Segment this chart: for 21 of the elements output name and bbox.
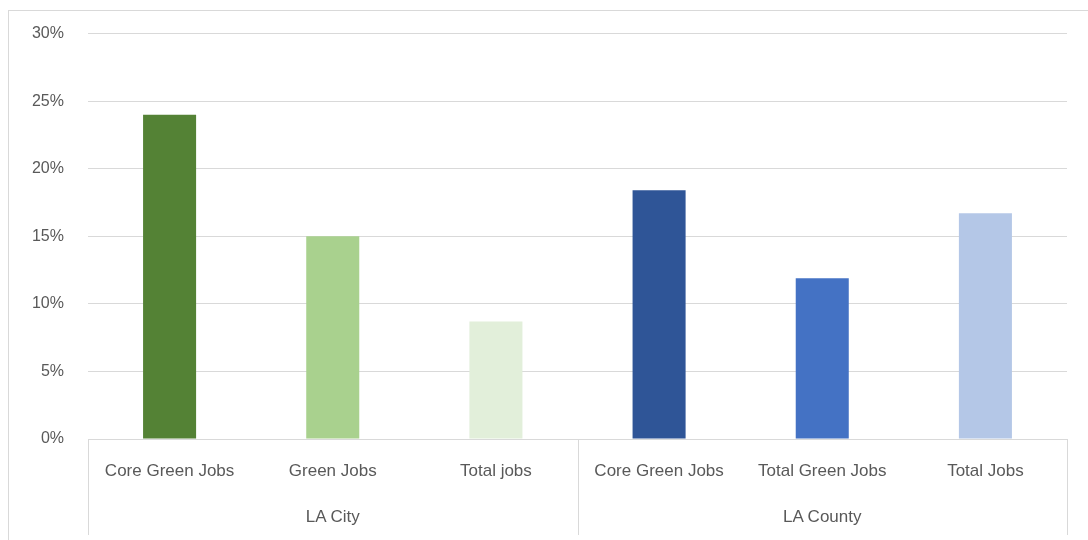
bar <box>958 213 1012 439</box>
y-tick-label: 10% <box>31 294 64 312</box>
x-tick-label: Green Jobs <box>288 460 377 480</box>
y-tick-label: 15% <box>31 226 64 244</box>
x-tick-label: Core Green Jobs <box>104 460 235 480</box>
bar <box>469 321 523 439</box>
x-tick-label: Core Green Jobs <box>594 460 724 480</box>
y-tick-label: 20% <box>31 159 64 177</box>
y-tick-label: 25% <box>31 91 64 109</box>
y-tick-label: 30% <box>31 24 64 42</box>
x-tick-label: Total Green Jobs <box>757 460 887 480</box>
y-tick-label: 0% <box>40 429 64 447</box>
x-tick-label: Total jobs <box>460 460 532 480</box>
bar <box>143 114 197 439</box>
y-tick-label: 5% <box>40 361 64 379</box>
bar <box>632 190 686 439</box>
bar <box>306 236 360 439</box>
bar <box>795 278 849 439</box>
text: LA County <box>783 506 862 526</box>
x-tick-label: Total Jobs <box>947 460 1024 480</box>
text: LA City <box>305 506 361 526</box>
